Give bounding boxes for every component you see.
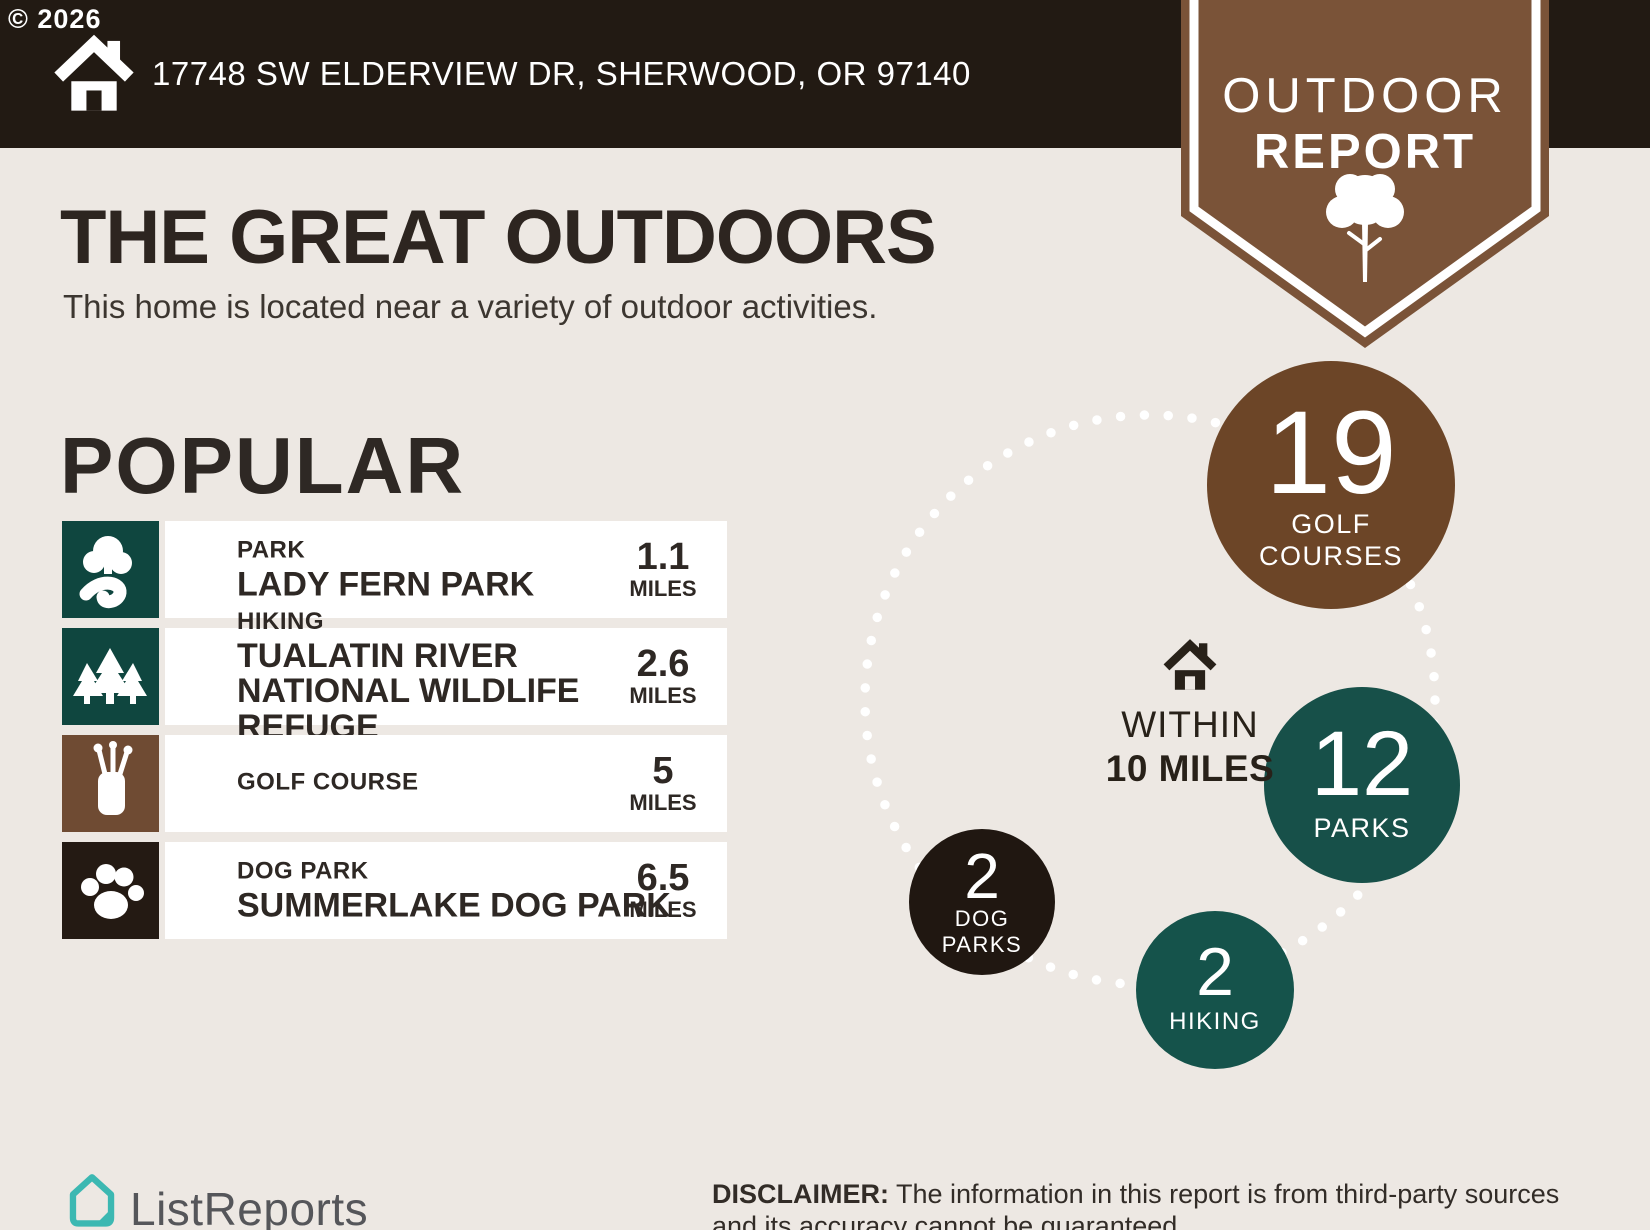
list-card: HIKING TUALATIN RIVER NATIONAL WILDLIFE … bbox=[165, 607, 727, 745]
park-tile bbox=[62, 521, 159, 618]
stat-label: PARKS bbox=[1313, 812, 1411, 843]
stat-hiking: 2 HIKING bbox=[1136, 911, 1294, 1069]
stat-golf-courses: 19 GOLF COURSES bbox=[1207, 361, 1455, 609]
radius-center: WITHIN 10 MILES bbox=[1085, 635, 1295, 790]
list-item-dog-park: DOG PARK SUMMERLAKE DOG PARK 6.5 MILES bbox=[62, 842, 727, 939]
category-label: DOG PARK bbox=[237, 857, 369, 885]
stat-value: 2 bbox=[1196, 933, 1234, 1010]
distance: 2.6 MILES bbox=[613, 644, 713, 708]
copyright-text: © 2026 bbox=[8, 4, 102, 34]
stat-label: PARKS bbox=[941, 932, 1023, 958]
place-name: LADY FERN PARK bbox=[237, 565, 535, 604]
within-label-line1: WITHIN bbox=[1121, 704, 1259, 745]
list-card: PARK LADY FERN PARK 1.1 MILES bbox=[165, 521, 727, 618]
stat-label: COURSES bbox=[1258, 541, 1404, 572]
list-card: DOG PARK SUMMERLAKE DOG PARK 6.5 MILES bbox=[165, 842, 727, 939]
house-icon bbox=[54, 34, 134, 111]
paw-icon bbox=[81, 864, 144, 919]
list-item-hiking: HIKING TUALATIN RIVER NATIONAL WILDLIFE … bbox=[62, 607, 727, 745]
golf-tile bbox=[62, 735, 159, 832]
golf-bag-icon bbox=[93, 741, 133, 815]
place-name: SUMMERLAKE DOG PARK bbox=[237, 886, 671, 925]
hiking-tile bbox=[62, 628, 159, 725]
distance: 1.1 MILES bbox=[613, 537, 713, 601]
stat-dog-parks: 2 DOG PARKS bbox=[909, 829, 1055, 975]
distance: 5 MILES bbox=[613, 751, 713, 815]
ribbon-title-line1: OUTDOOR bbox=[1222, 69, 1507, 123]
distance: 6.5 MILES bbox=[613, 858, 713, 922]
category-label: GOLF COURSE bbox=[237, 768, 419, 795]
listreports-logo-icon bbox=[69, 1174, 115, 1227]
center-house-icon bbox=[1163, 639, 1217, 690]
stat-parks: 12 PARKS bbox=[1264, 687, 1460, 883]
distance-unit: MILES bbox=[629, 789, 697, 815]
disclaimer: DISCLAIMER: The information in this repo… bbox=[712, 1178, 1602, 1230]
brand-text: ListReports bbox=[130, 1183, 369, 1230]
ribbon-title-line2: REPORT bbox=[1254, 125, 1476, 179]
stat-value: 19 bbox=[1265, 387, 1397, 520]
stat-value: 2 bbox=[964, 839, 1000, 912]
outdoor-report-ribbon: OUTDOOR REPORT bbox=[1181, 0, 1549, 348]
stat-label: GOLF bbox=[1291, 509, 1371, 540]
list-card: GOLF COURSE 5 MILES bbox=[165, 735, 727, 832]
category-label: HIKING bbox=[237, 607, 324, 635]
stat-label: HIKING bbox=[1169, 1008, 1261, 1036]
category-label: PARK bbox=[237, 536, 306, 564]
list-item-park: PARK LADY FERN PARK 1.1 MILES bbox=[62, 521, 727, 618]
tree-icon bbox=[1326, 174, 1404, 282]
page-title: THE GREAT OUTDOORS bbox=[60, 195, 937, 280]
distance-value: 6.5 bbox=[636, 856, 690, 899]
distance-unit: MILES bbox=[629, 896, 697, 922]
stat-label: DOG bbox=[954, 906, 1010, 932]
distance-unit: MILES bbox=[629, 682, 697, 708]
pine-trees-icon bbox=[73, 648, 147, 704]
popular-heading: POPULAR bbox=[60, 421, 466, 510]
distance-unit: MILES bbox=[629, 575, 697, 601]
stat-value: 12 bbox=[1310, 713, 1414, 816]
distance-value: 5 bbox=[652, 749, 674, 792]
within-label-line2: 10 MILES bbox=[1105, 748, 1275, 789]
dog-park-tile bbox=[62, 842, 159, 939]
disclaimer-text: The information in this report is from t… bbox=[712, 1179, 1560, 1230]
property-address: 17748 SW ELDERVIEW DR, SHERWOOD, OR 9714… bbox=[152, 55, 971, 92]
page-subtitle: This home is located near a variety of o… bbox=[63, 288, 878, 325]
disclaimer-label: DISCLAIMER: bbox=[712, 1179, 889, 1209]
distance-value: 1.1 bbox=[636, 535, 690, 578]
park-icon bbox=[79, 536, 132, 609]
list-item-golf: GOLF COURSE 5 MILES bbox=[62, 735, 727, 832]
distance-value: 2.6 bbox=[636, 642, 690, 685]
